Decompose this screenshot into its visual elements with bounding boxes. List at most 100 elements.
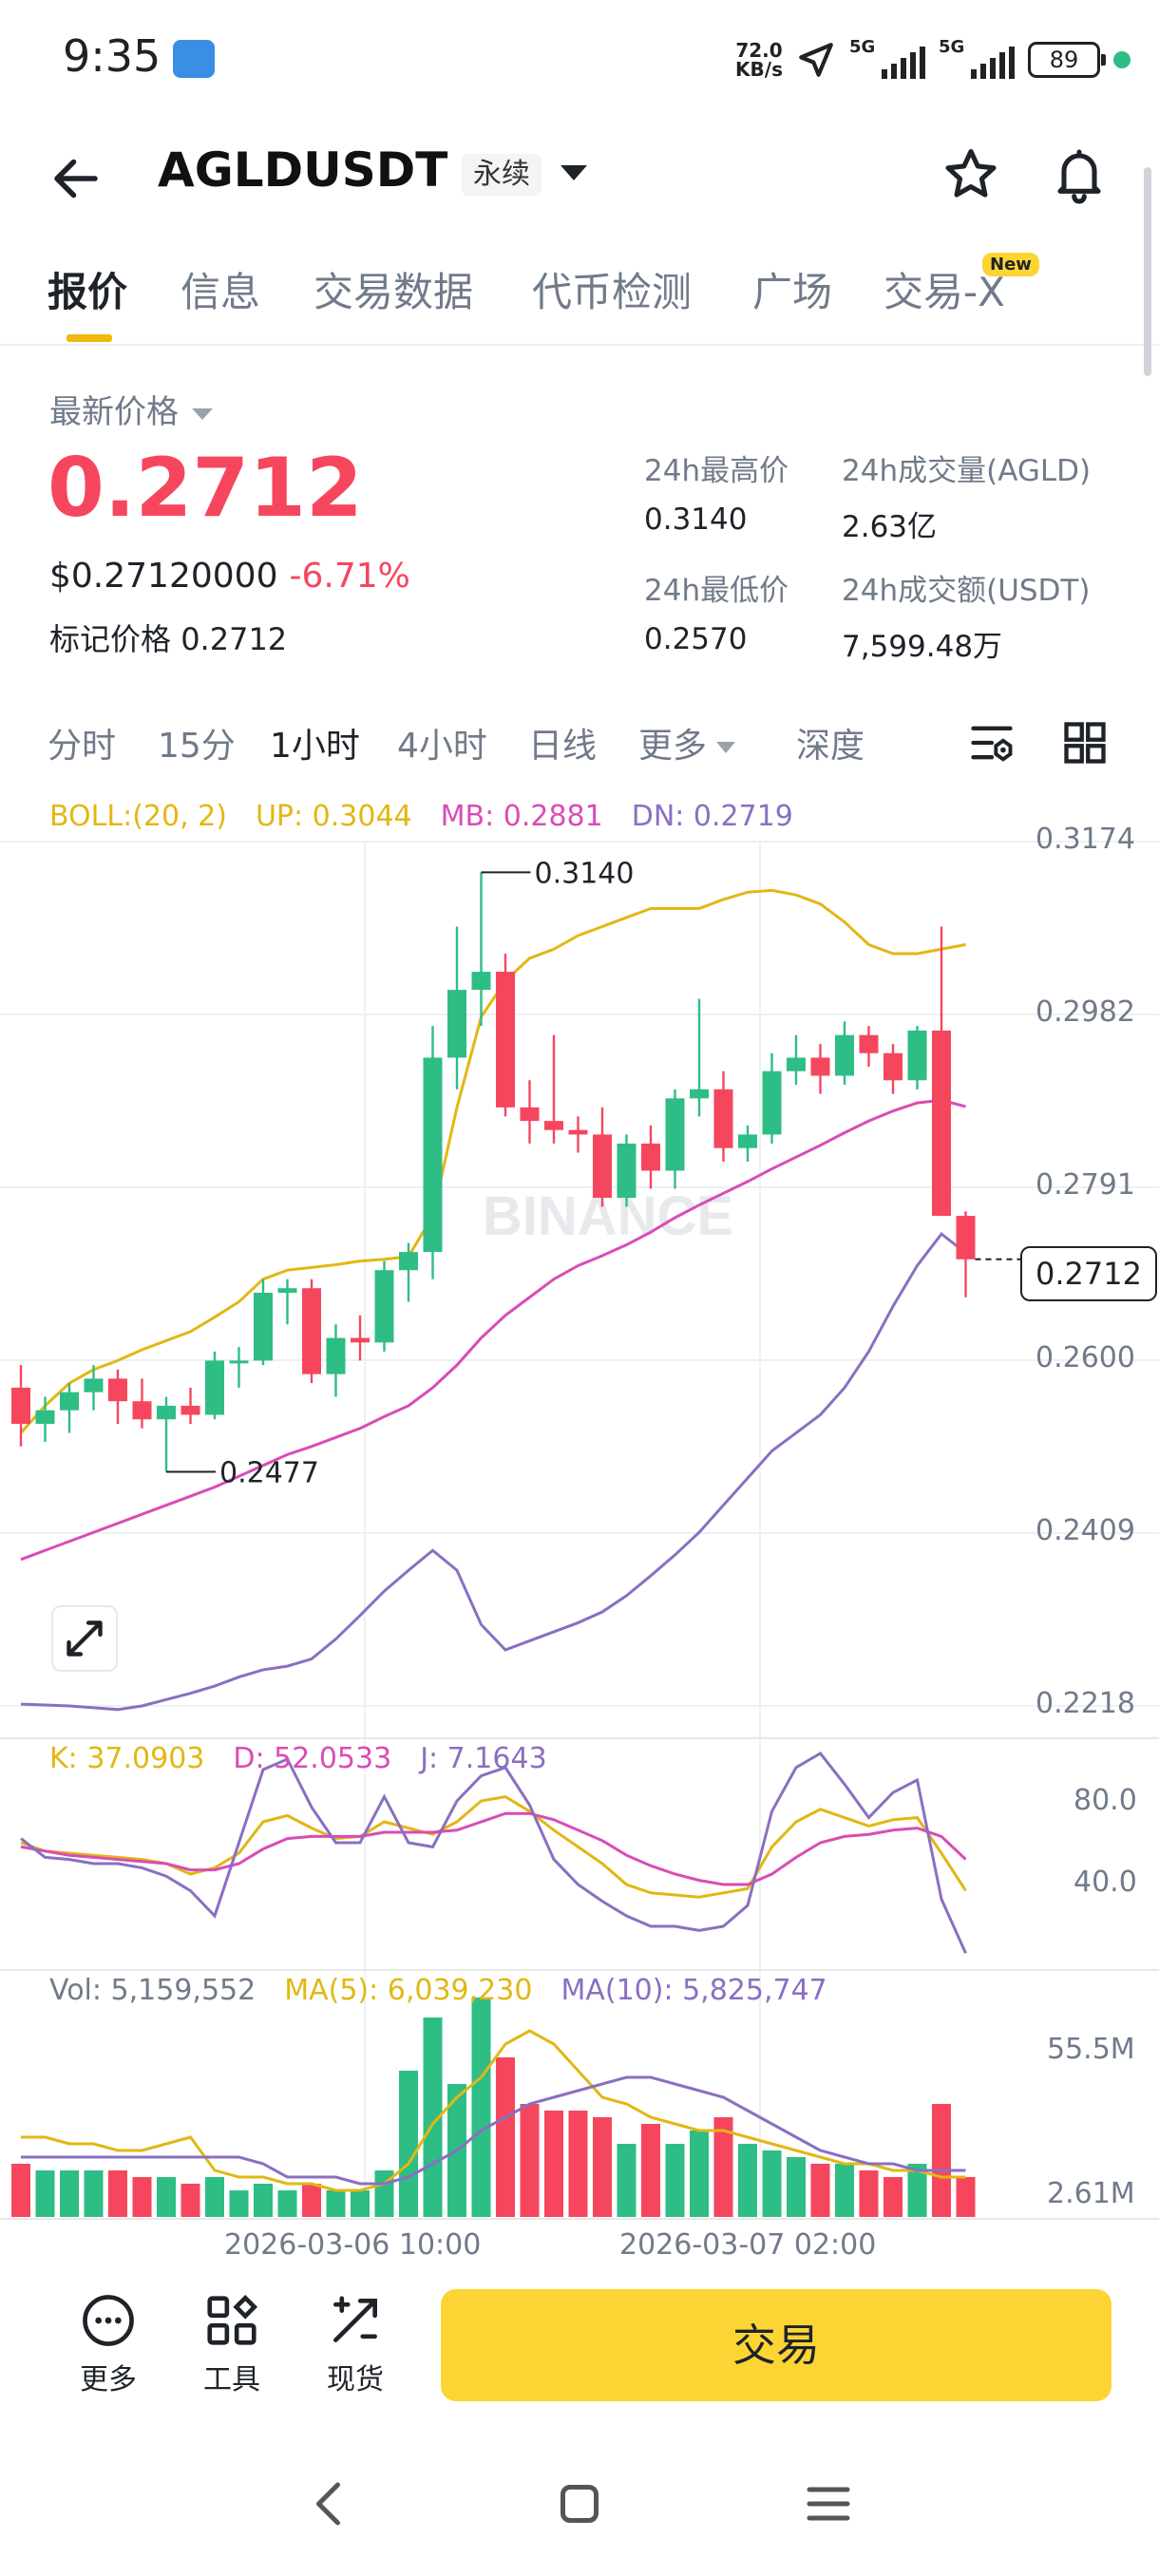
candle-body <box>180 1405 200 1415</box>
interval-4h[interactable]: 4小时 <box>397 727 487 766</box>
latest-price-caret-icon <box>192 407 213 420</box>
interval-more-caret-icon <box>716 742 736 753</box>
trade-button[interactable]: 交易 <box>441 2289 1112 2401</box>
more-button[interactable]: 更多 <box>61 2291 156 2397</box>
stat-24h-turnover: 24h成交额(USDT) 7,599.48万 <box>842 574 1091 664</box>
volume-bar <box>762 2150 782 2217</box>
nav-home-icon[interactable] <box>551 2475 608 2532</box>
nav-back-icon[interactable] <box>302 2475 359 2532</box>
volume-bar <box>157 2177 176 2217</box>
status-bar: 9:35 72.0 KB/s 5G 5G 89 <box>0 0 1159 114</box>
price-change-pct: -6.71% <box>289 557 410 596</box>
tab-trade-x[interactable]: 交易-X <box>884 269 1005 315</box>
candle-body <box>277 1288 297 1293</box>
tab-quote[interactable]: 报价 <box>48 269 128 315</box>
bottom-action-bar: 更多 工具 现货 交易 <box>0 2280 1159 2422</box>
indicator-settings-icon[interactable] <box>967 718 1016 767</box>
interval-time-share[interactable]: 分时 <box>48 727 117 766</box>
candle-body <box>593 1134 612 1199</box>
fullscreen-expand-icon[interactable] <box>51 1605 118 1672</box>
candle-body <box>423 1057 443 1253</box>
tools-grid-icon <box>207 2294 258 2345</box>
usd-price-row: $0.27120000 -6.71% <box>49 557 410 596</box>
interval-15m[interactable]: 15分 <box>158 727 236 766</box>
candle-body <box>108 1378 127 1402</box>
boll-dn-line <box>20 1232 967 1712</box>
candle-body <box>374 1270 394 1343</box>
volume-bar <box>205 2177 224 2217</box>
candle-body <box>617 1143 636 1199</box>
volume-bar <box>180 2184 200 2217</box>
alert-bell-icon[interactable] <box>1049 144 1110 205</box>
tab-info[interactable]: 信息 <box>180 269 261 315</box>
scrollbar[interactable] <box>1144 167 1151 376</box>
volume-bar <box>907 2164 927 2217</box>
interval-1h[interactable]: 1小时 <box>270 727 360 766</box>
volume-bar <box>544 2111 563 2217</box>
volume-bar <box>229 2190 249 2217</box>
candle-body <box>568 1129 588 1135</box>
volume-bar <box>787 2157 806 2217</box>
candle-body <box>254 1292 273 1361</box>
latest-price-label[interactable]: 最新价格 <box>49 386 213 432</box>
nav-menu-icon[interactable] <box>800 2475 857 2532</box>
tools-button[interactable]: 工具 <box>184 2291 279 2397</box>
volume-bar <box>496 2057 515 2217</box>
price-summary: 最新价格 0.2712 $0.27120000 -6.71% 标记价格 0.271… <box>0 380 1159 665</box>
symbol-dropdown-icon[interactable] <box>560 165 587 180</box>
kdj-j-line <box>20 1752 967 1954</box>
candle-body <box>11 1387 30 1425</box>
candle-body <box>229 1360 249 1364</box>
status-icons: 72.0 KB/s 5G 5G 89 <box>735 34 1130 85</box>
system-nav-bar <box>0 2451 1159 2555</box>
last-price: 0.2712 <box>48 441 363 536</box>
volume-legend: Vol: 5,159,552 MA(5): 6,039,230 MA(10): 5,… <box>49 1974 827 2007</box>
symbol-title[interactable]: AGLDUSDT <box>158 142 448 198</box>
volume-ma10-line <box>21 2075 966 2186</box>
tab-trading-data[interactable]: 交易数据 <box>314 269 474 315</box>
boll-mb-line <box>20 1098 966 1562</box>
candle-body <box>713 1089 733 1148</box>
volume-bar <box>520 2104 540 2217</box>
notification-app-icon <box>173 40 215 78</box>
kdj-axis-tick: 40.0 <box>1074 1866 1137 1899</box>
interval-depth[interactable]: 深度 <box>796 727 865 766</box>
current-price-tag: 0.2712 <box>1020 1246 1157 1301</box>
candle-body <box>810 1057 830 1076</box>
candle-body <box>738 1134 757 1148</box>
volume-bar <box>810 2164 830 2217</box>
price-axis-tick: 0.2600 <box>1036 1341 1135 1374</box>
kline-chart[interactable]: BINANCE 0.3140 0.2477 BOLL:(20, 2) UP: 0.3… <box>0 788 1159 2262</box>
more-dots-icon <box>83 2295 134 2346</box>
spot-button[interactable]: 现货 <box>308 2291 403 2397</box>
volume-axis-tick: 2.61M <box>1047 2177 1135 2210</box>
kdj-k-line <box>20 1795 967 1899</box>
kdj-axis-tick: 80.0 <box>1074 1784 1137 1817</box>
layout-grid-icon[interactable] <box>1060 718 1110 767</box>
candle-body <box>157 1405 176 1420</box>
back-arrow-icon[interactable] <box>48 150 104 207</box>
interval-more[interactable]: 更多 <box>638 718 736 767</box>
app-header: AGLDUSDT 永续 <box>0 133 1159 218</box>
interval-daily[interactable]: 日线 <box>528 727 598 766</box>
time-axis-tick: 2026-03-06 10:00 <box>224 2228 482 2262</box>
volume-bar <box>84 2170 104 2217</box>
tab-token-check[interactable]: 代币检测 <box>532 269 693 315</box>
boll-up-line <box>19 888 966 1434</box>
candle-body <box>520 1107 540 1122</box>
high-price-marker: 0.3140 <box>535 857 635 890</box>
volume-bar <box>35 2170 55 2217</box>
candle-body <box>884 1052 902 1081</box>
volume-bar <box>277 2190 297 2217</box>
favorite-star-icon[interactable] <box>940 144 1001 205</box>
volume-bar <box>351 2190 370 2217</box>
candle-body <box>932 1030 951 1217</box>
tab-square[interactable]: 广场 <box>752 269 833 315</box>
price-axis-tick: 0.2982 <box>1036 995 1135 1029</box>
active-tab-indicator <box>66 334 112 342</box>
time-axis-tick: 2026-03-07 02:00 <box>619 2228 877 2262</box>
tab-bar: 报价 信息 交易数据 代币检测 广场 交易-X New <box>0 253 1159 346</box>
volume-bar <box>932 2104 951 2217</box>
candle-body <box>351 1337 370 1343</box>
